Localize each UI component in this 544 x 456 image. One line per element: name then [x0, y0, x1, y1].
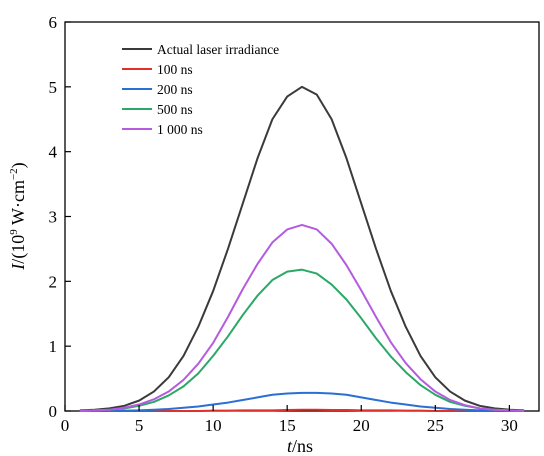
y-tick-label: 3: [49, 208, 58, 227]
y-tick-label: 0: [49, 402, 58, 421]
legend-label: 500 ns: [157, 102, 193, 117]
series-line-3: [79, 268, 525, 412]
series-line-2: [79, 391, 525, 412]
y-tick-label: 4: [49, 143, 58, 162]
legend-label: 200 ns: [157, 82, 193, 97]
y-tick-label: 1: [49, 337, 58, 356]
legend-label: 1 000 ns: [157, 122, 203, 137]
legend-label: Actual laser irradiance: [157, 42, 279, 57]
x-tick-label: 20: [353, 416, 370, 435]
series-line-1: [79, 408, 525, 412]
x-tick-label: 15: [279, 416, 296, 435]
x-axis-label: t/ns: [287, 436, 313, 456]
ticks-layer: 0 5 10 15 20 25 30 0 1 2 3 4 5 6: [49, 13, 518, 435]
x-tick-label: 0: [61, 416, 70, 435]
series-line-4: [79, 223, 525, 412]
y-tick-label: 5: [49, 78, 58, 97]
series-layer: [79, 85, 525, 412]
x-tick-label: 25: [427, 416, 444, 435]
legend: Actual laser irradiance 100 ns 200 ns 500 n…: [122, 42, 279, 137]
legend-label: 100 ns: [157, 62, 193, 77]
y-axis-label: I/(109 W·cm−2): [8, 162, 29, 270]
plot-frame: [64, 21, 540, 412]
y-tick-label: 2: [49, 272, 58, 291]
y-tick-label: 6: [49, 13, 58, 32]
x-tick-label: 10: [205, 416, 222, 435]
series-line-0: [79, 85, 525, 412]
x-tick-label: 5: [135, 416, 144, 435]
x-tick-label: 30: [501, 416, 518, 435]
